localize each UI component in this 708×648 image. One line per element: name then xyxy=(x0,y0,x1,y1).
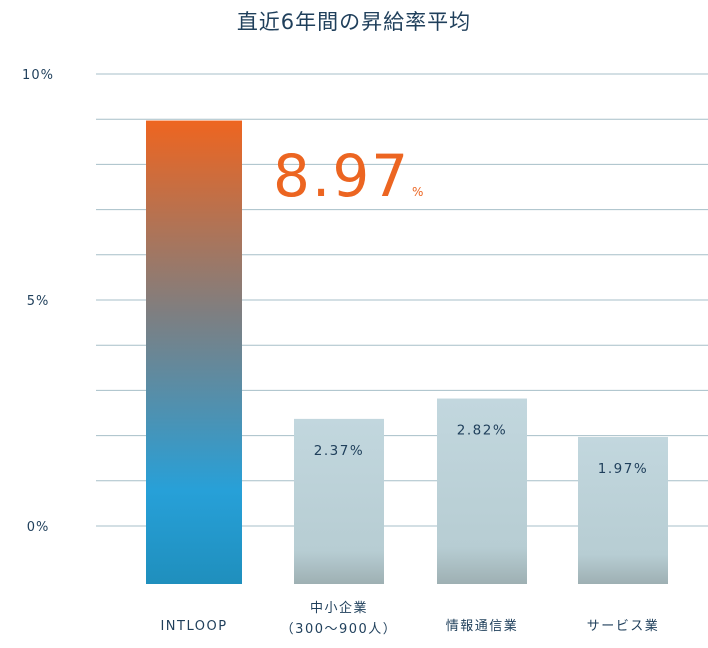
bar xyxy=(294,418,384,584)
bar xyxy=(578,436,668,584)
x-tick-label: 中小企業 xyxy=(310,600,368,616)
x-tick-label: （300〜900人） xyxy=(281,622,398,637)
value-label: 2.37% xyxy=(314,443,364,459)
y-axis-ticks: 10% 5% 0% xyxy=(22,68,54,535)
bar xyxy=(146,120,242,584)
highlight-value-unit: % xyxy=(412,185,423,199)
x-axis-labels: INTLOOP 中小企業 （300〜900人） 情報通信業 サービス業 xyxy=(160,600,660,637)
highlight-value-label: 8.97 xyxy=(273,142,410,210)
chart-title: 直近6年間の昇給率平均 xyxy=(236,10,472,34)
bar xyxy=(437,398,527,584)
y-tick-label: 0% xyxy=(27,520,50,535)
y-tick-label: 5% xyxy=(27,294,50,309)
value-label: 2.82% xyxy=(457,423,507,439)
x-tick-label: INTLOOP xyxy=(160,619,227,634)
bars xyxy=(146,120,668,584)
y-tick-label: 10% xyxy=(22,68,54,83)
x-tick-label: サービス業 xyxy=(587,618,660,634)
value-labels: 8.97 % 2.37% 2.82% 1.97% xyxy=(273,142,648,477)
x-tick-label: 情報通信業 xyxy=(446,618,519,634)
value-label: 1.97% xyxy=(598,461,648,477)
